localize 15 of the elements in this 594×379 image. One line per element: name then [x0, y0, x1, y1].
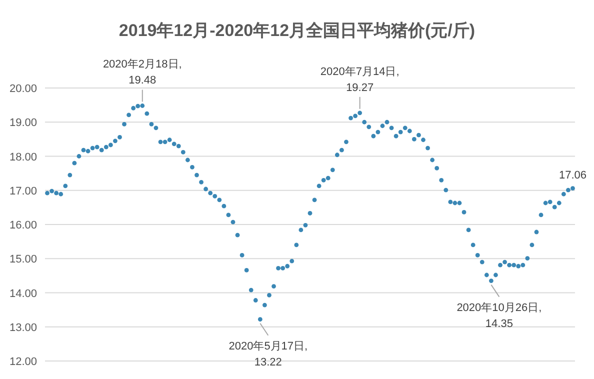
data-label: 17.06 — [558, 169, 586, 182]
y-tick-label: 20.00 — [9, 83, 37, 95]
y-tick-label: 14.00 — [9, 288, 37, 300]
y-tick-label: 16.00 — [9, 220, 37, 232]
y-tick-label: 18.00 — [9, 151, 37, 164]
y-tick-label: 19.00 — [9, 117, 37, 130]
y-tick-label: 17.00 — [9, 185, 37, 198]
data-label: 2020年2月18日, 19.48 — [102, 58, 182, 87]
y-tick-label: 13.00 — [9, 322, 37, 334]
data-label: 2020年7月14日, 19.27 — [320, 66, 400, 94]
chart-title: 2019年12月-2020年12月全国日平均猪价(元/斤) — [118, 21, 476, 40]
data-label: 2020年5月17日, 13.22 — [228, 340, 308, 368]
y-tick-label: 12.00 — [9, 356, 37, 368]
data-label: 2020年10月26日, 14.35 — [456, 302, 542, 330]
y-tick-label: 15.00 — [9, 254, 37, 266]
